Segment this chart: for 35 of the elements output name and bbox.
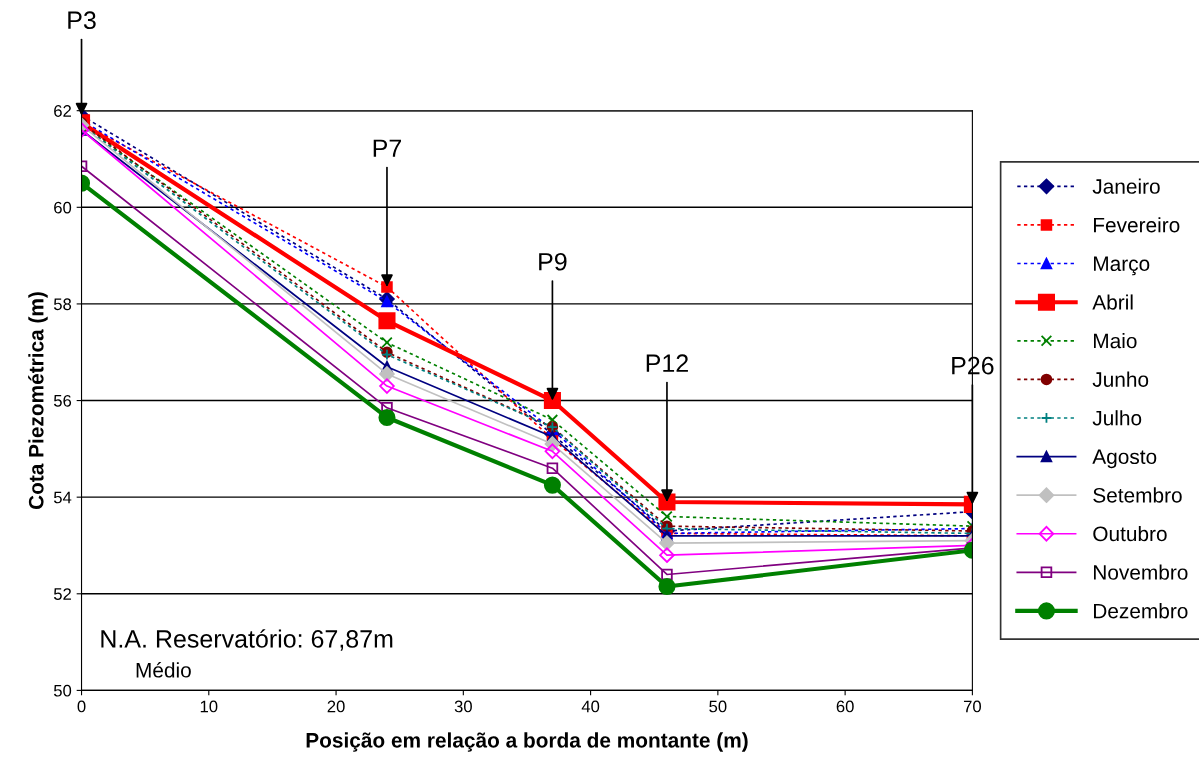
legend-label: Fevereiro — [1094, 217, 1180, 233]
legend-label: Dezembro — [1094, 603, 1188, 619]
legend-label: Junho — [1092, 371, 1149, 387]
legend-label: Setembro — [1093, 487, 1182, 503]
legend-label: Janeiro — [1092, 178, 1160, 194]
annotation: P9 — [539, 252, 567, 271]
x-tick-label: 0 — [77, 700, 86, 713]
annotation: P3 — [68, 11, 96, 30]
annotation: Médio — [136, 662, 191, 678]
legend-label: Agosto — [1092, 449, 1157, 469]
x-axis-title: Posição em relação a borda de montante (m) — [306, 732, 748, 752]
annotation: P12 — [646, 354, 688, 372]
x-tick-label: 60 — [836, 700, 854, 713]
legend-label: Março — [1094, 256, 1150, 276]
y-tick-label: 56 — [53, 394, 72, 407]
y-tick-label: 62 — [54, 105, 71, 117]
x-tick-label: 10 — [200, 700, 218, 713]
x-tick-label: 70 — [963, 700, 982, 713]
y-tick-label: 52 — [53, 588, 71, 600]
x-tick-label: 50 — [709, 700, 727, 713]
legend-label: Outubro — [1093, 525, 1167, 542]
annotation: N.A. Reservatório: 67,87m — [101, 629, 393, 651]
legend-label: Maio — [1094, 333, 1137, 349]
legend-label: Abril — [1092, 294, 1133, 310]
x-tick-label: 20 — [327, 700, 345, 713]
y-tick-label: 58 — [53, 298, 72, 311]
annotation: P7 — [373, 139, 401, 157]
x-tick-label: 30 — [454, 700, 472, 713]
legend-label: Julho — [1092, 410, 1142, 426]
legend-label: Novembro — [1094, 564, 1188, 580]
y-tick-label: 50 — [53, 684, 72, 697]
y-tick-label: 60 — [54, 201, 72, 214]
x-tick-label: 40 — [581, 700, 600, 713]
y-tick-label: 54 — [53, 491, 72, 504]
y-axis-title: Cota Piezométrica (m) — [28, 292, 48, 510]
